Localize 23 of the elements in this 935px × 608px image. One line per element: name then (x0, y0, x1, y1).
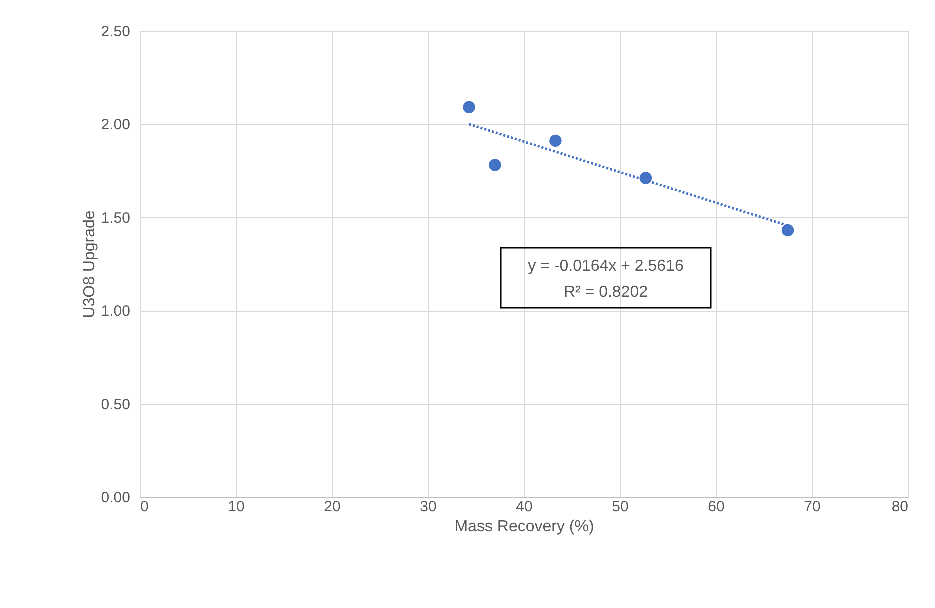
y-tick-label: 1.00 (101, 303, 130, 320)
x-tick-label: 60 (708, 498, 725, 516)
point (782, 224, 794, 237)
annotation: R² = 0.8202 (564, 284, 648, 301)
point (489, 159, 502, 172)
x-tick-label: 40 (516, 498, 533, 516)
x-tick-label: 10 (228, 498, 245, 516)
y-tick-label: 2.50 (101, 24, 130, 40)
y-tick-label: 2.00 (101, 116, 130, 134)
annotation: y = -0.0164x + 2.5616 (528, 258, 684, 275)
x-tick-label: 80 (892, 498, 908, 516)
point (550, 134, 562, 148)
y-axis-title: U3O8 Upgrade (81, 210, 98, 318)
y-tick-label: 0.50 (101, 396, 130, 414)
x-tick-label: 30 (420, 498, 437, 516)
point (463, 101, 476, 114)
x-tick-label: 50 (612, 498, 629, 516)
y-tick-label: 0.00 (101, 490, 130, 506)
y-tick-label: 1.50 (101, 210, 130, 227)
x-tick-label: 70 (804, 498, 821, 516)
x-axis-title: Mass Recovery (%) (454, 518, 594, 536)
x-tick-label: 20 (324, 498, 341, 516)
x-tick-label: 0 (140, 498, 149, 516)
